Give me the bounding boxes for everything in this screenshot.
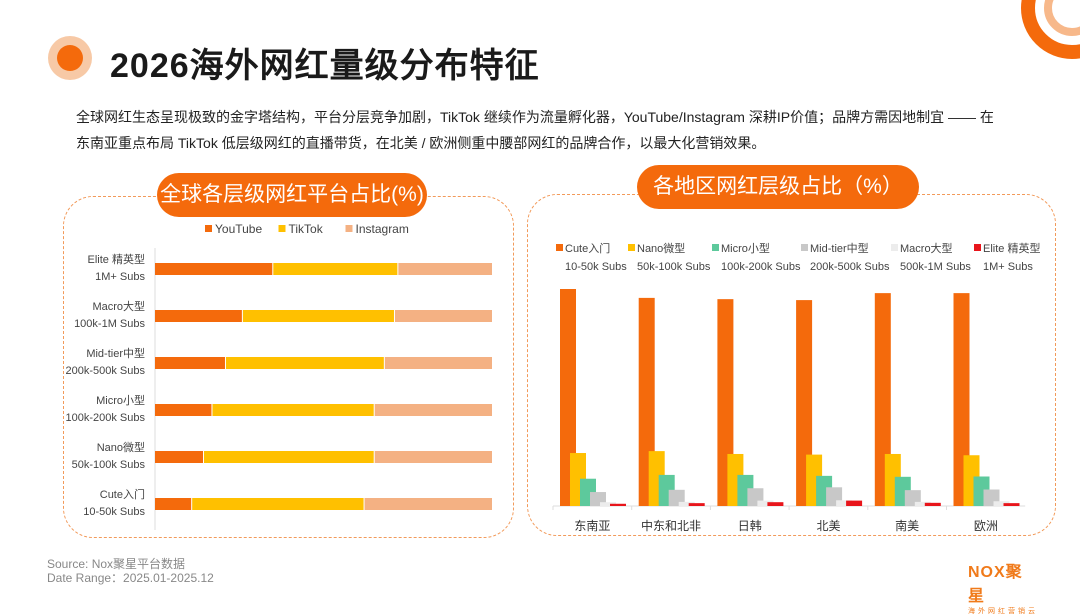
bar-youtube bbox=[155, 357, 225, 369]
bar-cute bbox=[560, 289, 576, 506]
legend-label: Instagram bbox=[356, 222, 409, 236]
bar-tiktok bbox=[242, 310, 394, 322]
category-sublabel: 10-50k Subs bbox=[83, 506, 145, 518]
bar-elite bbox=[767, 502, 784, 506]
legend-label: Cute入门 bbox=[565, 241, 610, 255]
legend-swatch bbox=[556, 244, 563, 251]
title-bullet-icon bbox=[48, 36, 92, 80]
region-label: 北美 bbox=[816, 519, 840, 533]
bar-elite bbox=[1003, 503, 1020, 506]
category-label: Macro大型 bbox=[92, 299, 145, 313]
legend-label: TikTok bbox=[289, 222, 324, 236]
legend-sublabel: 1M+ Subs bbox=[983, 261, 1033, 273]
bar-elite bbox=[846, 500, 863, 506]
category-sublabel: 100k-1M Subs bbox=[74, 318, 145, 330]
category-label: Micro小型 bbox=[96, 393, 145, 407]
bar-macro bbox=[757, 500, 774, 506]
right-chart-title: 各地区网红层级占比（%） bbox=[637, 165, 919, 209]
legend-label: Micro小型 bbox=[721, 241, 770, 255]
bar-elite bbox=[924, 502, 941, 506]
bar-tiktok bbox=[273, 263, 398, 275]
category-label: Elite 精英型 bbox=[88, 252, 145, 266]
legend-label: Macro大型 bbox=[900, 241, 953, 255]
region-label: 日韩 bbox=[738, 518, 762, 533]
bar-instagram bbox=[364, 498, 492, 510]
bar-cute bbox=[796, 300, 813, 506]
legend-label: Nano微型 bbox=[637, 241, 685, 255]
legend-label: Elite 精英型 bbox=[983, 241, 1040, 255]
bar-macro bbox=[678, 501, 695, 506]
legend-sublabel: 100k-200k Subs bbox=[721, 261, 801, 273]
bar-youtube bbox=[155, 451, 204, 463]
legend-swatch bbox=[801, 244, 808, 251]
legend-swatch bbox=[205, 225, 212, 232]
bar-instagram bbox=[374, 404, 492, 416]
source-text: Source: Nox聚星平台数据 bbox=[47, 557, 186, 571]
bar-youtube bbox=[155, 498, 192, 510]
legend-swatch bbox=[712, 244, 719, 251]
region-label: 欧洲 bbox=[974, 519, 998, 533]
category-sublabel: 1M+ Subs bbox=[95, 271, 145, 283]
region-label: 中东和北非 bbox=[641, 518, 701, 533]
bar-tiktok bbox=[225, 357, 384, 369]
corner-decoration bbox=[1021, 0, 1080, 59]
bar-youtube bbox=[155, 404, 212, 416]
bar-macro bbox=[836, 500, 853, 506]
category-label: Nano微型 bbox=[97, 440, 145, 454]
legend-swatch bbox=[974, 244, 981, 251]
legend-sublabel: 500k-1M Subs bbox=[900, 261, 971, 273]
summary-paragraph: 全球网红生态呈现极致的金字塔结构，平台分层竞争加剧，TikTok 继续作为流量孵… bbox=[76, 109, 994, 151]
nox-logo: NOX聚星 海外网红营销云 bbox=[968, 564, 1038, 615]
legend-swatch bbox=[628, 244, 635, 251]
bar-tiktok bbox=[212, 404, 374, 416]
bar-instagram bbox=[394, 310, 492, 322]
left-chart-title: 全球各层级网红平台占比(%) bbox=[157, 173, 427, 217]
bar-elite bbox=[610, 503, 626, 506]
region-label: 南美 bbox=[895, 518, 919, 533]
bar-instagram bbox=[374, 451, 492, 463]
legend-swatch bbox=[278, 225, 286, 232]
category-sublabel: 200k-500k Subs bbox=[66, 365, 146, 377]
bar-tiktok bbox=[204, 451, 374, 463]
legend-swatch bbox=[345, 225, 353, 232]
bar-tiktok bbox=[192, 498, 364, 510]
bar-macro bbox=[914, 501, 931, 506]
bar-youtube bbox=[155, 310, 242, 322]
category-label: Mid-tier中型 bbox=[86, 346, 145, 360]
legend-sublabel: 50k-100k Subs bbox=[637, 261, 711, 273]
bar-cute bbox=[874, 293, 891, 506]
bar-cute bbox=[953, 293, 970, 506]
bar-instagram bbox=[398, 263, 492, 275]
date-range-text: Date Range：2025.01-2025.12 bbox=[47, 571, 214, 585]
legend-label: YouTube bbox=[215, 222, 262, 236]
bar-elite bbox=[688, 503, 705, 506]
legend-swatch bbox=[891, 244, 898, 251]
category-label: Cute入门 bbox=[100, 487, 145, 501]
legend-sublabel: 200k-500k Subs bbox=[810, 261, 890, 273]
category-sublabel: 100k-200k Subs bbox=[66, 412, 146, 424]
legend-label: Mid-tier中型 bbox=[810, 241, 869, 255]
page-title: 2026海外网红量级分布特征 bbox=[110, 47, 540, 85]
category-sublabel: 50k-100k Subs bbox=[72, 459, 146, 471]
bar-macro bbox=[600, 502, 616, 506]
bar-macro bbox=[993, 501, 1010, 506]
bar-youtube bbox=[155, 263, 273, 275]
region-label: 东南亚 bbox=[574, 518, 610, 533]
legend-sublabel: 10-50k Subs bbox=[565, 261, 627, 273]
bar-instagram bbox=[384, 357, 492, 369]
